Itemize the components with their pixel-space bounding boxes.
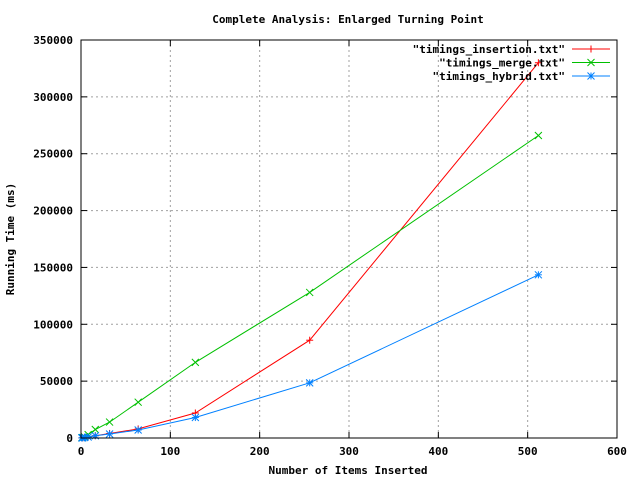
legend-marker-insertion	[587, 45, 595, 53]
series-group	[78, 59, 543, 442]
data-point-merge	[305, 288, 314, 297]
x-tick-label: 500	[518, 445, 538, 458]
x-tick-label: 0	[78, 445, 85, 458]
chart-title: Complete Analysis: Enlarged Turning Poin…	[212, 13, 484, 26]
data-point-hybrid	[534, 270, 543, 279]
axes: 0 50000 100000 150000 200000 250000 300000 3500…	[33, 34, 627, 458]
x-tick-label: 200	[250, 445, 270, 458]
plot-frame	[80, 39, 618, 439]
series-merge	[78, 131, 543, 442]
series-line-merge	[81, 135, 539, 439]
x-tick-label: 300	[339, 445, 359, 458]
data-point-insertion	[534, 59, 542, 67]
grid	[81, 40, 617, 438]
data-point-hybrid	[84, 433, 93, 441]
y-tick-label: 50000	[40, 375, 73, 388]
y-tick-label: 300000	[33, 91, 73, 104]
y-tick-label: 350000	[33, 34, 73, 47]
x-tick-label: 400	[428, 445, 448, 458]
y-tick-label: 250000	[33, 148, 73, 161]
data-point-hybrid	[305, 378, 314, 387]
data-point-merge	[105, 418, 114, 426]
data-point-merge	[91, 425, 100, 434]
legend-label-hybrid: "timings_hybrid.txt"	[433, 70, 565, 83]
series-hybrid	[78, 270, 543, 442]
x-tick-label: 100	[160, 445, 180, 458]
legend-marker-hybrid	[587, 72, 595, 80]
y-tick-label: 100000	[33, 318, 73, 331]
y-axis-title: Running Time (ms)	[4, 183, 17, 296]
legend-label-insertion: "timings_insertion.txt"	[413, 43, 565, 56]
y-tick-label: 0	[66, 432, 73, 445]
data-point-hybrid	[134, 426, 143, 434]
y-tick-label: 150000	[33, 261, 73, 274]
x-axis-title: Number of Items Inserted	[269, 464, 428, 477]
data-point-hybrid	[105, 430, 114, 438]
data-point-merge	[534, 131, 543, 140]
legend-label-merge: "timings_merge.txt"	[439, 57, 565, 70]
data-point-insertion	[306, 336, 314, 344]
data-point-merge	[191, 358, 200, 367]
series-line-hybrid	[81, 274, 539, 439]
data-point-hybrid	[191, 413, 200, 422]
legend-marker-merge	[587, 58, 595, 67]
y-tick-label: 200000	[33, 205, 73, 218]
x-tick-label: 600	[607, 445, 627, 458]
legend: "timings_insertion.txt""timings_merge.tx…	[413, 43, 610, 83]
data-point-merge	[134, 398, 143, 407]
